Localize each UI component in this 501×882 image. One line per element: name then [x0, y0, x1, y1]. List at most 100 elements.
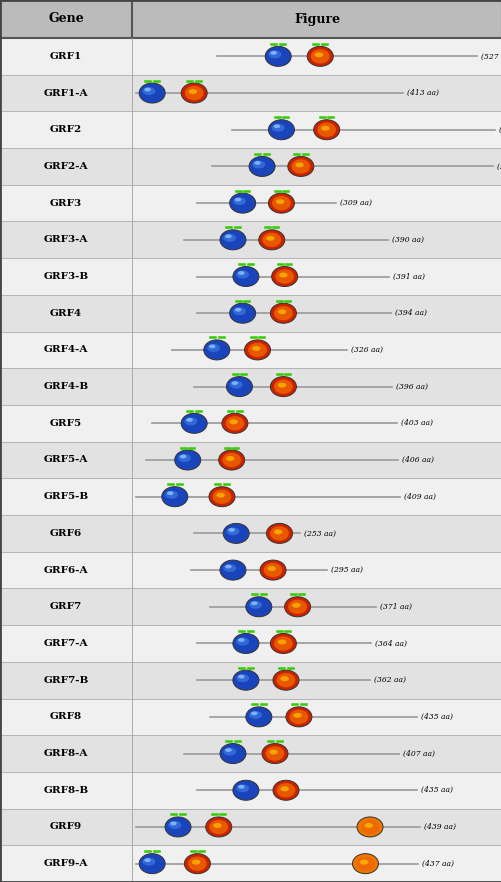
Ellipse shape — [252, 346, 260, 351]
Ellipse shape — [223, 234, 236, 242]
Ellipse shape — [355, 856, 374, 871]
Ellipse shape — [270, 377, 296, 397]
Ellipse shape — [359, 860, 368, 864]
Bar — [0, 148, 501, 185]
Ellipse shape — [278, 383, 286, 387]
Ellipse shape — [161, 487, 187, 506]
Ellipse shape — [228, 528, 234, 532]
Ellipse shape — [250, 712, 257, 715]
Bar — [0, 478, 501, 515]
Ellipse shape — [226, 527, 239, 535]
Ellipse shape — [229, 303, 255, 323]
Ellipse shape — [269, 750, 278, 755]
Ellipse shape — [307, 47, 333, 66]
Text: (309 aa): (309 aa) — [339, 199, 371, 207]
Ellipse shape — [275, 269, 294, 284]
Ellipse shape — [232, 266, 259, 287]
Text: (371 aa): (371 aa) — [379, 602, 411, 610]
Text: GRF3: GRF3 — [50, 198, 82, 207]
Ellipse shape — [184, 86, 203, 101]
Ellipse shape — [276, 199, 284, 204]
Bar — [0, 552, 501, 588]
Text: (409 aa): (409 aa) — [404, 493, 435, 501]
Text: (396 aa): (396 aa) — [395, 383, 427, 391]
Ellipse shape — [273, 124, 280, 128]
Bar — [0, 442, 501, 478]
Ellipse shape — [165, 490, 178, 498]
Ellipse shape — [263, 563, 282, 578]
Ellipse shape — [213, 823, 221, 828]
Ellipse shape — [232, 781, 259, 800]
Ellipse shape — [248, 601, 262, 609]
Ellipse shape — [278, 310, 286, 314]
Ellipse shape — [266, 523, 292, 543]
Ellipse shape — [237, 785, 244, 789]
Text: GRF8-A: GRF8-A — [44, 749, 88, 758]
Text: GRF8-B: GRF8-B — [43, 786, 89, 795]
Text: GRF5-B: GRF5-B — [43, 492, 89, 501]
Ellipse shape — [184, 854, 210, 874]
Ellipse shape — [295, 162, 303, 168]
Text: GRF5: GRF5 — [50, 419, 82, 428]
Ellipse shape — [293, 713, 301, 718]
Text: GRF3-A: GRF3-A — [44, 235, 88, 244]
Ellipse shape — [274, 529, 282, 534]
Ellipse shape — [271, 123, 284, 131]
Ellipse shape — [232, 198, 245, 206]
Ellipse shape — [321, 126, 329, 131]
Ellipse shape — [144, 858, 151, 862]
Ellipse shape — [271, 266, 297, 287]
Text: GRF9: GRF9 — [50, 822, 82, 832]
Ellipse shape — [167, 491, 173, 495]
Bar — [0, 588, 501, 625]
Bar — [0, 405, 501, 442]
Text: (435 aa): (435 aa) — [420, 786, 452, 795]
Ellipse shape — [276, 783, 295, 797]
Ellipse shape — [225, 748, 231, 752]
Ellipse shape — [265, 746, 284, 761]
Bar — [0, 75, 501, 111]
Text: GRF3-B: GRF3-B — [43, 272, 89, 281]
Ellipse shape — [234, 198, 241, 201]
Bar — [0, 258, 501, 295]
Text: (362 aa): (362 aa) — [373, 676, 405, 684]
Ellipse shape — [278, 639, 286, 645]
Text: (437 aa): (437 aa) — [422, 860, 453, 868]
Ellipse shape — [223, 748, 236, 756]
Text: GRF7-A: GRF7-A — [44, 639, 88, 648]
Ellipse shape — [225, 416, 244, 430]
Ellipse shape — [268, 120, 294, 139]
Bar — [0, 772, 501, 809]
Ellipse shape — [232, 670, 259, 691]
Ellipse shape — [212, 490, 231, 504]
Ellipse shape — [276, 673, 295, 687]
Ellipse shape — [286, 706, 311, 727]
Ellipse shape — [248, 156, 275, 176]
Text: (364 aa): (364 aa) — [375, 639, 406, 647]
Ellipse shape — [235, 638, 248, 646]
Text: (403 aa): (403 aa) — [400, 419, 432, 427]
Ellipse shape — [165, 817, 191, 837]
Ellipse shape — [274, 306, 292, 320]
Text: GRF1-A: GRF1-A — [44, 88, 88, 98]
Bar — [0, 369, 501, 405]
Ellipse shape — [223, 523, 248, 543]
Ellipse shape — [273, 670, 299, 691]
Ellipse shape — [235, 674, 248, 682]
Ellipse shape — [270, 303, 296, 323]
Ellipse shape — [237, 638, 244, 642]
Text: GRF9-A: GRF9-A — [44, 859, 88, 868]
Ellipse shape — [226, 377, 252, 397]
Ellipse shape — [274, 379, 292, 393]
Ellipse shape — [232, 307, 245, 315]
Ellipse shape — [267, 566, 276, 571]
Text: GRF4: GRF4 — [50, 309, 82, 318]
Ellipse shape — [191, 860, 200, 864]
Ellipse shape — [270, 633, 296, 654]
Text: (435 aa): (435 aa) — [420, 713, 452, 721]
Ellipse shape — [280, 676, 288, 681]
Ellipse shape — [179, 454, 186, 459]
Ellipse shape — [273, 781, 299, 800]
Ellipse shape — [231, 381, 237, 385]
Ellipse shape — [360, 819, 379, 834]
